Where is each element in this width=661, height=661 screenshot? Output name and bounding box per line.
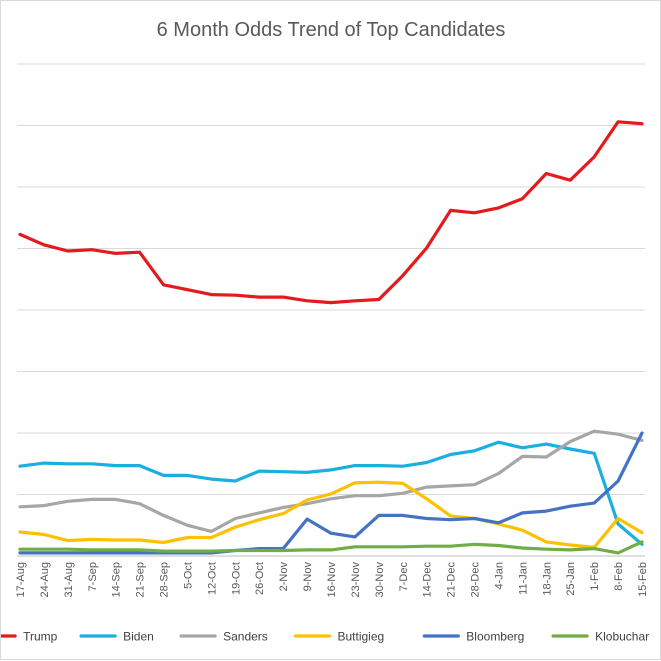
x-tick-label: 30-Nov [374, 562, 386, 598]
x-tick-label: 28-Sep [159, 562, 171, 597]
series-line-bloomberg [18, 431, 644, 555]
legend-item-buttigieg: Buttigieg [293, 630, 385, 644]
series-line-biden [18, 440, 644, 546]
legend-item-klobuchar: Klobuchar [551, 630, 649, 644]
x-tick-label: 12-Oct [206, 562, 218, 595]
x-tick-label: 18-Jan [541, 562, 553, 596]
x-axis-tick-labels: 17-Aug 24-Aug 31-Aug 7-Sep 14-Sep 21-Sep 28-Se… [15, 562, 649, 598]
x-tick-label: 2-Nov [278, 562, 290, 592]
x-tick-label: 9-Nov [302, 562, 314, 592]
x-tick-label: 16-Nov [326, 562, 338, 598]
x-tick-label: 15-Feb [637, 562, 649, 597]
x-tick-label: 28-Dec [470, 562, 482, 598]
x-tick-label: 17-Aug [15, 562, 27, 597]
x-tick-label: 21-Dec [446, 562, 458, 598]
x-tick-label: 7-Dec [398, 562, 410, 592]
series-line-trump [18, 120, 644, 305]
x-tick-label: 8-Feb [613, 562, 625, 591]
series-line-buttigieg [18, 480, 644, 550]
x-tick-label: 5-Oct [182, 562, 194, 589]
x-tick-label: 11-Jan [517, 562, 529, 595]
legend-label-buttigieg: Buttigieg [338, 630, 385, 644]
legend-label-bloomberg: Bloomberg [466, 630, 524, 644]
x-tick-label: 14-Sep [111, 562, 123, 597]
x-tick-label: 4-Jan [493, 562, 505, 590]
x-tick-label: 24-Aug [39, 562, 51, 597]
legend-label-sanders: Sanders [223, 630, 268, 644]
legend-item-biden: Biden [79, 630, 154, 644]
legend-label-biden: Biden [123, 630, 154, 644]
series-line-sanders [18, 429, 644, 534]
x-tick-label: 19-Oct [230, 562, 242, 595]
legend-label-trump: Trump [23, 630, 58, 644]
gridlines [17, 63, 645, 557]
series-line-klobuchar [18, 540, 644, 555]
series-lines [18, 120, 644, 555]
x-tick-label: 7-Sep [87, 562, 99, 591]
legend-item-sanders: Sanders [179, 630, 268, 644]
x-tick-label: 21-Sep [135, 562, 147, 597]
legend-item-bloomberg: Bloomberg [422, 630, 524, 644]
x-tick-label: 31-Aug [63, 562, 75, 597]
x-tick-label: 26-Oct [254, 562, 266, 595]
legend-item-trump: Trump [1, 630, 58, 644]
x-tick-label: 14-Dec [422, 562, 434, 598]
chart-title: 6 Month Odds Trend of Top Candidates [157, 19, 506, 41]
legend-label-klobuchar: Klobuchar [595, 630, 649, 644]
x-tick-label: 23-Nov [350, 562, 362, 598]
legend: Trump Biden Sanders Buttigieg Bloomberg Klobu… [1, 630, 649, 644]
x-tick-label: 25-Jan [565, 562, 577, 596]
x-tick-label: 1-Feb [589, 562, 601, 591]
